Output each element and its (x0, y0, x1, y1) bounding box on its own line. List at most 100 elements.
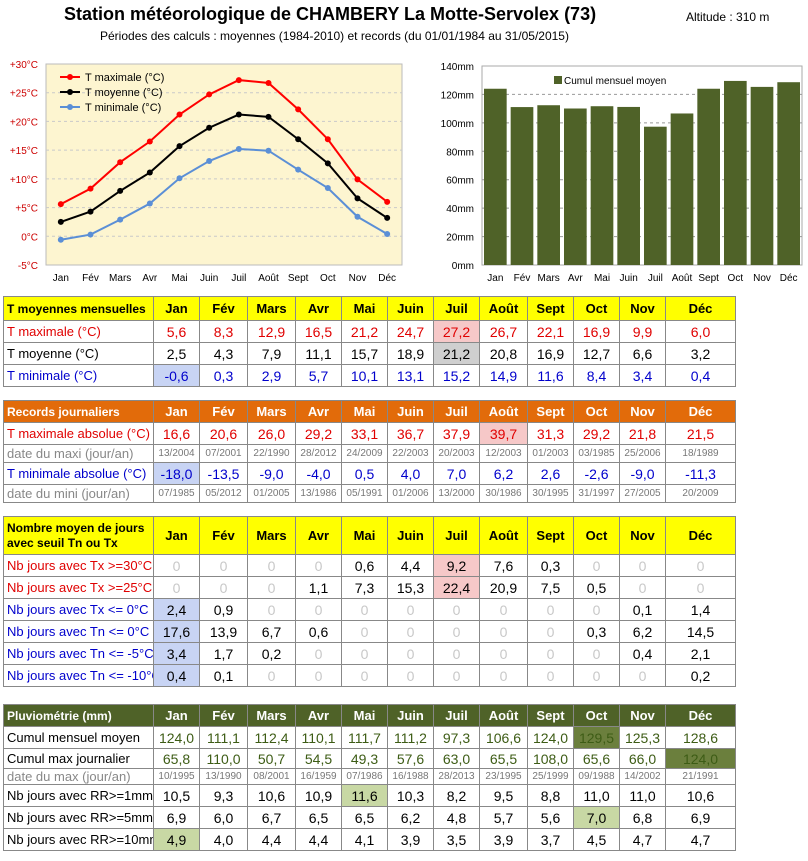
row-label: date du mini (jour/an) (3, 484, 154, 503)
value-cell: 0 (573, 554, 620, 577)
value-cell: 6,9 (153, 806, 200, 829)
value-cell: 26,7 (479, 320, 528, 343)
value-cell: 0 (387, 598, 434, 621)
value-cell: 0,6 (341, 554, 388, 577)
value-cell: 9,9 (619, 320, 666, 343)
month-header: Juil (433, 296, 480, 321)
page-title: Station météorologique de CHAMBERY La Mo… (64, 4, 597, 24)
value-cell: 7,9 (247, 342, 296, 365)
month-header: Juin (387, 296, 434, 321)
value-cell: 4,0 (387, 462, 434, 485)
value-cell: 16/1988 (387, 768, 434, 785)
altitude-label: Altitude : 310 m (686, 10, 770, 24)
page-header: Station météorologique de CHAMBERY La Mo… (0, 0, 808, 48)
value-cell: 3,5 (433, 828, 480, 851)
x-tick-label: Oct (320, 273, 336, 284)
value-cell: 10,6 (247, 784, 296, 807)
value-cell: 13,1 (387, 364, 434, 387)
value-cell: 0,6 (295, 620, 342, 643)
value-cell: 125,3 (619, 726, 666, 749)
value-cell: 10,6 (665, 784, 736, 807)
bar (590, 106, 614, 265)
series-line (60, 113, 388, 223)
value-cell: 30/1986 (479, 484, 528, 503)
data-point (354, 176, 361, 183)
value-cell: 9,2 (433, 554, 480, 577)
bar (510, 107, 534, 265)
month-header: Déc (665, 704, 736, 727)
month-header: Déc (665, 400, 736, 423)
table-row: Nb jours avec RR>=10mm 4,9 4,0 4,4 4,4 4,1 3,9… (3, 828, 736, 851)
month-header: Avr (295, 296, 342, 321)
value-cell: 0 (479, 664, 528, 687)
row-label: Nb jours avec RR>=10mm (3, 828, 154, 851)
daily-records-table: Records journaliers Jan Fév Mars Avr Mai Juin J… (3, 400, 736, 503)
value-cell: 29,2 (295, 422, 342, 445)
x-tick-label: Mai (171, 273, 187, 284)
value-cell: 1,7 (199, 642, 248, 665)
row-label: date du max (jour/an) (3, 768, 154, 785)
value-cell: 7,3 (341, 576, 388, 599)
value-cell: 0 (341, 620, 388, 643)
table-row: Nb jours avec RR>=5mm 6,9 6,0 6,7 6,5 6,5 6,2 4… (3, 806, 736, 829)
value-cell: 22,4 (433, 576, 480, 599)
value-cell: 14,9 (479, 364, 528, 387)
x-tick-label: Août (258, 273, 279, 284)
value-cell: 05/2012 (199, 484, 248, 503)
x-tick-label: Jan (53, 273, 69, 284)
value-cell: 0,2 (247, 642, 296, 665)
x-tick-label: Juin (200, 273, 218, 284)
value-cell: 0 (387, 642, 434, 665)
month-header: Oct (573, 296, 620, 321)
value-cell: 0 (247, 664, 296, 687)
plot-area (45, 63, 403, 266)
value-cell: 14,5 (665, 620, 736, 643)
value-cell: 8,2 (433, 784, 480, 807)
data-point (354, 195, 361, 202)
value-cell: 50,7 (247, 748, 296, 769)
data-point (354, 213, 361, 220)
value-cell: 22/1990 (247, 444, 296, 463)
legend-label: Cumul mensuel moyen (564, 76, 666, 87)
data-point (324, 136, 331, 143)
value-cell: 3,4 (619, 364, 666, 387)
value-cell: 07/1985 (153, 484, 200, 503)
value-cell: 2,6 (527, 462, 574, 485)
value-cell: -0,6 (153, 364, 200, 387)
value-cell: 12,7 (573, 342, 620, 365)
value-cell: 23/1995 (479, 768, 528, 785)
y-tick-label: +30°C (10, 60, 38, 71)
y-tick-label: 100mm (441, 119, 474, 130)
value-cell: 4,7 (619, 828, 666, 851)
x-tick-label: Mai (594, 273, 610, 284)
row-label: date du maxi (jour/an) (3, 444, 154, 463)
x-tick-label: Août (672, 273, 693, 284)
value-cell: 11,6 (341, 784, 388, 807)
month-header: Mai (341, 704, 388, 727)
value-cell: 0 (387, 620, 434, 643)
month-header: Fév (199, 400, 248, 423)
value-cell: 4,5 (573, 828, 620, 851)
x-tick-label: Déc (780, 273, 798, 284)
month-header: Mars (247, 400, 296, 423)
value-cell: -9,0 (247, 462, 296, 485)
page-subtitle: Périodes des calculs : moyennes (1984-20… (100, 29, 569, 43)
value-cell: 10,9 (295, 784, 342, 807)
table-row: T maximale absolue (°C) 16,6 20,6 26,0 29,2 3… (3, 422, 736, 445)
x-tick-label: Nov (349, 273, 367, 284)
month-header: Déc (665, 296, 736, 321)
x-tick-label: Avr (568, 273, 583, 284)
value-cell: 3,9 (479, 828, 528, 851)
value-cell: 11,6 (527, 364, 574, 387)
data-point (265, 79, 272, 86)
value-cell: -11,3 (665, 462, 736, 485)
bar (617, 106, 640, 266)
value-cell: 3,7 (527, 828, 574, 851)
bar (644, 126, 667, 265)
value-cell: 12,9 (247, 320, 296, 343)
x-tick-label: Juil (648, 273, 663, 284)
month-header: Mars (247, 704, 296, 727)
value-cell: 0 (619, 664, 666, 687)
value-cell: 20,6 (199, 422, 248, 445)
month-header: Nov (619, 400, 666, 423)
